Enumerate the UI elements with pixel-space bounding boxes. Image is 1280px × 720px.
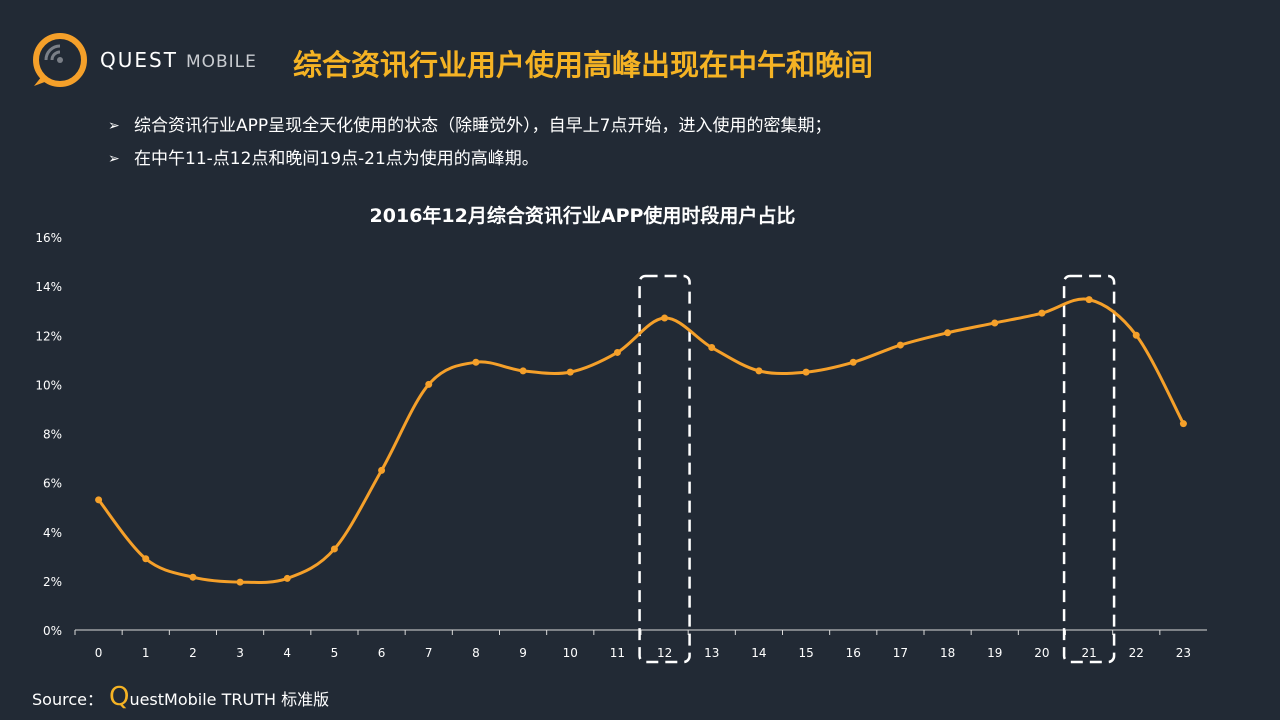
data-point <box>378 466 386 474</box>
x-tick-label: 16 <box>846 646 861 660</box>
x-tick-label: 9 <box>519 646 527 660</box>
y-tick-label: 10% <box>35 378 62 392</box>
x-tick-label: 4 <box>283 646 291 660</box>
series-line <box>97 297 1185 584</box>
data-point <box>991 319 999 327</box>
x-tick-label: 10 <box>563 646 578 660</box>
data-point <box>613 348 621 356</box>
data-point <box>1132 331 1140 339</box>
x-tick-label: 3 <box>236 646 244 660</box>
y-tick-label: 12% <box>35 329 62 343</box>
x-tick-label: 23 <box>1176 646 1191 660</box>
data-point <box>425 380 433 388</box>
data-point <box>519 367 527 375</box>
arrow-bullet-icon: ➢ <box>108 118 120 134</box>
data-point <box>661 314 669 322</box>
y-tick-label: 4% <box>43 526 62 540</box>
chart-title: 2016年12月综合资讯行业APP使用时段用户占比 <box>369 205 796 227</box>
bullet-text: 在中午11-点12点和晚间19点-21点为使用的高峰期。 <box>134 149 539 169</box>
x-tick-label: 18 <box>940 646 955 660</box>
logo-text: QUEST MOBILE <box>100 48 257 72</box>
x-tick-label: 21 <box>1081 646 1096 660</box>
x-tick-label: 5 <box>331 646 339 660</box>
bullet-list: ➢ 综合资讯行业APP呈现全天化使用的状态（除睡觉外），自早上7点开始，进入使用的… <box>108 110 831 176</box>
slide-title: 综合资讯行业用户使用高峰出现在中午和晚间 <box>293 48 874 82</box>
bullet-text: 综合资讯行业APP呈现全天化使用的状态（除睡觉外），自早上7点开始，进入使用的密… <box>134 116 832 136</box>
bullet-item: ➢ 在中午11-点12点和晚间19点-21点为使用的高峰期。 <box>108 143 831 176</box>
data-point <box>189 573 197 581</box>
arrow-bullet-icon: ➢ <box>108 151 120 167</box>
x-tick-label: 0 <box>95 646 103 660</box>
bullet-item: ➢ 综合资讯行业APP呈现全天化使用的状态（除睡觉外），自早上7点开始，进入使用的… <box>108 110 831 143</box>
source-q-letter: Q <box>108 682 130 712</box>
x-tick-label: 7 <box>425 646 433 660</box>
data-point <box>236 578 244 586</box>
data-point <box>755 367 763 375</box>
data-point <box>330 545 338 553</box>
x-tick-label: 1 <box>142 646 150 660</box>
data-point <box>1179 420 1187 428</box>
source-note: Source： Q uestMobile TRUTH 标准版 <box>32 682 329 712</box>
data-point <box>566 368 574 376</box>
y-tick-label: 14% <box>35 280 62 294</box>
x-tick-label: 11 <box>610 646 625 660</box>
data-point <box>95 496 103 504</box>
x-tick-label: 13 <box>704 646 719 660</box>
source-rest: uestMobile TRUTH 标准版 <box>129 690 330 709</box>
y-tick-label: 8% <box>43 428 62 442</box>
x-tick-label: 2 <box>189 646 197 660</box>
logo-main-text: QUEST <box>100 48 178 72</box>
y-tick-label: 0% <box>43 624 62 638</box>
source-prefix: Source： <box>32 690 103 709</box>
x-tick-label: 12 <box>657 646 672 660</box>
data-point <box>849 358 857 366</box>
data-point <box>944 329 952 337</box>
data-point <box>142 555 150 563</box>
data-point <box>802 368 810 376</box>
data-point <box>708 344 716 352</box>
x-tick-label: 15 <box>798 646 813 660</box>
data-point <box>896 341 904 349</box>
x-tick-label: 8 <box>472 646 480 660</box>
y-tick-label: 6% <box>43 477 62 491</box>
logo: QUEST MOBILE <box>30 30 257 90</box>
highlight-box <box>638 274 691 664</box>
highlight-box <box>1062 274 1116 664</box>
x-tick-label: 19 <box>987 646 1002 660</box>
data-point <box>283 574 291 582</box>
x-tick-label: 14 <box>751 646 766 660</box>
data-point <box>472 358 480 366</box>
y-tick-label: 2% <box>43 575 62 589</box>
logo-sub-text: MOBILE <box>185 52 257 72</box>
data-point <box>1085 296 1093 304</box>
data-point <box>1038 309 1046 317</box>
y-tick-label: 16% <box>35 231 62 245</box>
quest-mobile-logo-icon <box>33 33 87 87</box>
x-tick-label: 6 <box>378 646 386 660</box>
x-tick-label: 17 <box>893 646 908 660</box>
x-tick-label: 20 <box>1034 646 1049 660</box>
x-tick-label: 22 <box>1129 646 1144 660</box>
